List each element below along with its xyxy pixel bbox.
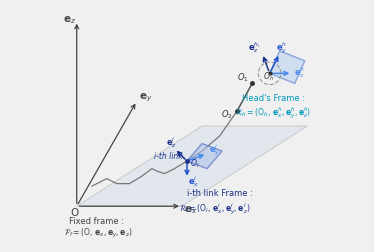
Polygon shape	[187, 144, 222, 169]
Text: $O_1$: $O_1$	[237, 72, 249, 84]
Text: $\mathbf{e}_x^h$: $\mathbf{e}_x^h$	[294, 66, 305, 80]
Polygon shape	[77, 126, 307, 206]
Text: i-th link Frame :: i-th link Frame :	[187, 189, 253, 198]
Text: $\mathbf{e}_x$: $\mathbf{e}_x$	[184, 204, 198, 216]
Text: $\mathbf{e}_z^{h_i}$: $\mathbf{e}_z^{h_i}$	[248, 40, 261, 55]
Text: O: O	[70, 208, 79, 218]
Text: $\mathbf{e}_y^i$: $\mathbf{e}_y^i$	[209, 142, 220, 158]
Text: $\mathcal{R}_i = (\mathrm{O}_i,\,\mathbf{e}_x^i,\mathbf{e}_y^i,\mathbf{e}_z^i)$: $\mathcal{R}_i = (\mathrm{O}_i,\,\mathbf…	[180, 201, 251, 217]
Text: $\mathbf{e}_y^h$: $\mathbf{e}_y^h$	[276, 40, 287, 56]
Text: $\mathbf{e}_z^i$: $\mathbf{e}_z^i$	[166, 135, 177, 150]
Polygon shape	[270, 51, 305, 83]
Text: $O_i$: $O_i$	[190, 157, 199, 170]
Text: $\mathbf{e}_y$: $\mathbf{e}_y$	[140, 92, 153, 105]
Text: $\mathbf{e}_x^i$: $\mathbf{e}_x^i$	[188, 174, 200, 190]
Text: Head's Frame :: Head's Frame :	[242, 94, 305, 103]
Text: $\mathcal{R}_h = (\mathrm{O}_h,\,\mathbf{e}_x^h,\mathbf{e}_y^h,\mathbf{e}_z^h)$: $\mathcal{R}_h = (\mathrm{O}_h,\,\mathbf…	[234, 106, 311, 121]
Text: Fixed frame :: Fixed frame :	[69, 217, 124, 226]
Text: $O_2$: $O_2$	[221, 108, 233, 121]
Text: $\mathbf{e}_z$: $\mathbf{e}_z$	[63, 14, 76, 26]
Text: $\mathcal{F}_f = (\mathrm{O},\,\mathbf{e}_x,\mathbf{e}_y,\mathbf{e}_z)$: $\mathcal{F}_f = (\mathrm{O},\,\mathbf{e…	[64, 226, 133, 239]
Text: $O_h$: $O_h$	[263, 71, 275, 83]
Text: i-th link: i-th link	[154, 152, 183, 161]
